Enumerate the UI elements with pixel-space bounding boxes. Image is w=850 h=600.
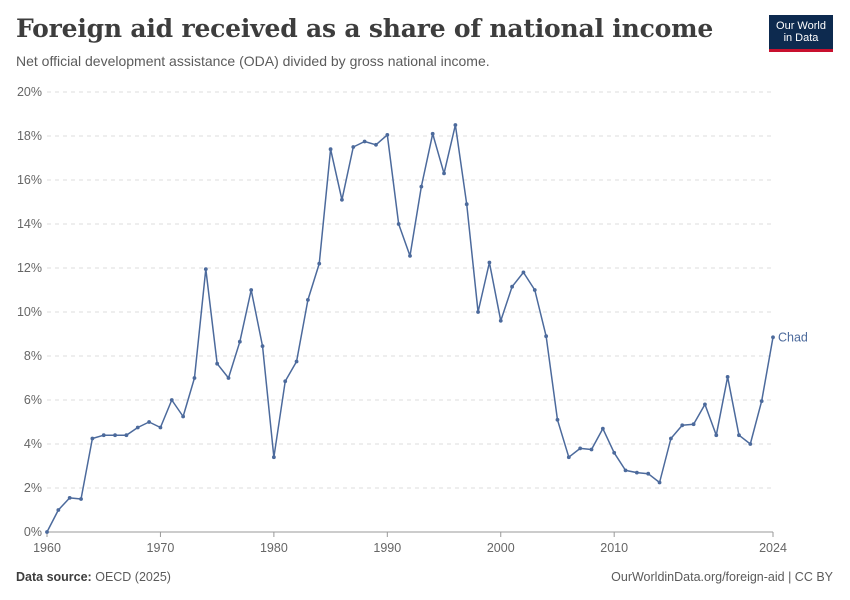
- data-point[interactable]: [714, 433, 719, 438]
- data-point[interactable]: [56, 508, 61, 512]
- data-point[interactable]: [306, 298, 310, 302]
- data-point[interactable]: [498, 318, 503, 323]
- data-point[interactable]: [725, 375, 730, 379]
- y-tick-label: 6%: [24, 393, 42, 407]
- data-point[interactable]: [669, 436, 673, 441]
- x-axis: 1960 1970 1980 1990 2000 2010 2024: [33, 531, 787, 555]
- data-point[interactable]: [260, 344, 265, 348]
- y-tick-label: 10%: [17, 305, 42, 319]
- y-tick-label: 16%: [17, 173, 42, 187]
- x-tick-label: 2010: [600, 541, 628, 555]
- data-point[interactable]: [737, 433, 741, 438]
- data-point[interactable]: [464, 202, 469, 207]
- data-point[interactable]: [634, 470, 639, 475]
- data-point[interactable]: [623, 468, 628, 473]
- data-point[interactable]: [612, 450, 617, 455]
- data-point[interactable]: [544, 334, 549, 339]
- data-point[interactable]: [147, 420, 151, 424]
- y-tick-label: 18%: [17, 129, 42, 143]
- data-point[interactable]: [135, 425, 140, 430]
- data-point[interactable]: [203, 267, 208, 271]
- data-point[interactable]: [158, 425, 163, 430]
- series-chad[interactable]: Chad: [45, 123, 808, 534]
- data-point[interactable]: [271, 455, 276, 460]
- data-point[interactable]: [90, 436, 95, 441]
- x-tick-label: 2024: [759, 541, 787, 555]
- data-point[interactable]: [79, 497, 83, 501]
- data-point[interactable]: [646, 471, 651, 476]
- data-point[interactable]: [328, 147, 333, 152]
- data-point[interactable]: [249, 288, 254, 292]
- data-point[interactable]: [419, 184, 424, 189]
- data-point[interactable]: [113, 433, 117, 438]
- data-point[interactable]: [430, 131, 435, 136]
- data-point[interactable]: [771, 335, 775, 340]
- data-point[interactable]: [374, 142, 378, 147]
- series-label[interactable]: Chad: [778, 330, 808, 344]
- y-tick-label: 14%: [17, 217, 42, 231]
- data-point[interactable]: [578, 446, 583, 451]
- series-line[interactable]: [46, 124, 774, 533]
- data-point[interactable]: [340, 197, 344, 202]
- y-tick-label: 2%: [24, 481, 42, 495]
- x-tick-label: 1970: [147, 541, 175, 555]
- owid-logo[interactable]: Our World in Data: [769, 15, 833, 52]
- y-tick-label: 0%: [24, 525, 42, 539]
- x-tick-label: 1960: [33, 541, 61, 555]
- data-point[interactable]: [476, 310, 480, 314]
- data-point[interactable]: [759, 399, 764, 403]
- chart-subtitle: Net official development assistance (ODA…: [16, 53, 490, 69]
- data-point[interactable]: [169, 398, 174, 402]
- data-point[interactable]: [680, 423, 685, 428]
- data-point[interactable]: [600, 426, 605, 431]
- data-point[interactable]: [396, 222, 401, 226]
- data-point[interactable]: [748, 442, 753, 446]
- chart-title: Foreign aid received as a share of natio…: [16, 14, 714, 43]
- y-tick-label: 20%: [17, 85, 42, 99]
- data-point[interactable]: [101, 433, 106, 438]
- data-point[interactable]: [385, 133, 390, 137]
- data-point[interactable]: [351, 145, 356, 149]
- x-tick-label: 1980: [260, 541, 288, 555]
- data-point[interactable]: [703, 402, 707, 407]
- data-point[interactable]: [487, 260, 492, 265]
- data-point[interactable]: [192, 376, 197, 380]
- data-point[interactable]: [283, 379, 288, 384]
- data-point[interactable]: [510, 284, 514, 289]
- data-point[interactable]: [226, 376, 231, 380]
- x-tick-label: 2000: [487, 541, 515, 555]
- data-source-link[interactable]: OECD (2025): [95, 570, 171, 584]
- data-point[interactable]: [555, 417, 560, 422]
- data-point[interactable]: [408, 254, 412, 258]
- data-point[interactable]: [521, 270, 526, 275]
- data-point[interactable]: [67, 496, 72, 500]
- logo-line-1: Our World: [776, 20, 826, 32]
- grid-lines: [47, 91, 773, 489]
- data-source-label: Data source:: [16, 570, 92, 584]
- y-axis-labels: 0% 2% 4% 6% 8% 10% 12% 14% 16% 18% 20%: [17, 85, 42, 539]
- data-point[interactable]: [442, 171, 446, 176]
- y-tick-label: 8%: [24, 349, 42, 363]
- data-point[interactable]: [237, 339, 242, 344]
- data-point[interactable]: [566, 455, 571, 460]
- data-point[interactable]: [589, 447, 594, 452]
- data-point[interactable]: [181, 414, 186, 419]
- footer-link[interactable]: OurWorldinData.org/foreign-aid | CC BY: [611, 570, 833, 584]
- data-source: Data source: OECD (2025): [16, 570, 171, 584]
- y-tick-label: 4%: [24, 437, 42, 451]
- data-point[interactable]: [215, 361, 220, 366]
- data-point[interactable]: [657, 480, 662, 485]
- data-point[interactable]: [317, 261, 322, 266]
- data-point[interactable]: [453, 123, 458, 127]
- data-point[interactable]: [362, 139, 367, 144]
- logo-line-2: in Data: [783, 32, 819, 44]
- data-point[interactable]: [294, 359, 299, 364]
- data-point[interactable]: [124, 433, 129, 438]
- data-point[interactable]: [691, 422, 696, 427]
- y-tick-label: 12%: [17, 261, 42, 275]
- data-point[interactable]: [45, 530, 49, 534]
- x-tick-label: 1990: [373, 541, 401, 555]
- data-point[interactable]: [532, 288, 537, 292]
